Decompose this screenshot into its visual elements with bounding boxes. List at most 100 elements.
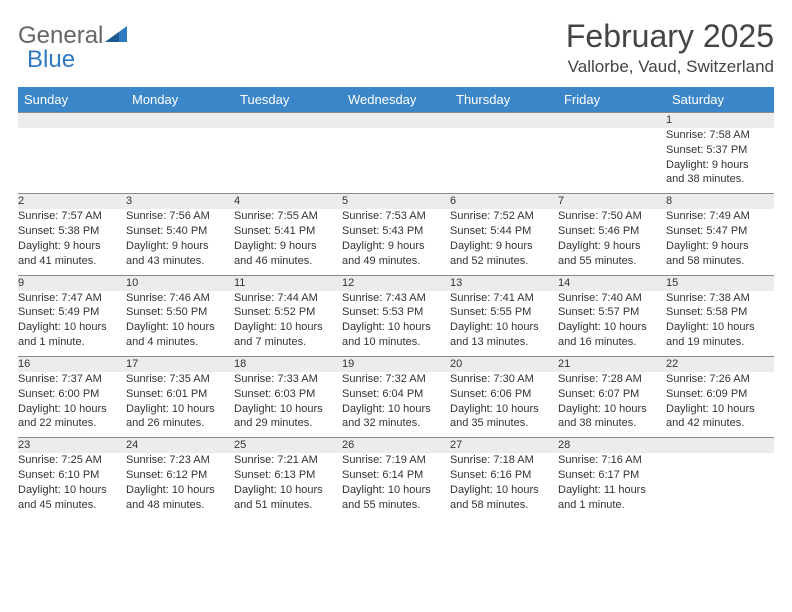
- sunset-text: Sunset: 6:09 PM: [666, 387, 774, 402]
- day-detail-cell: Sunrise: 7:41 AMSunset: 5:55 PMDaylight:…: [450, 291, 558, 357]
- day-detail-cell: Sunrise: 7:21 AMSunset: 6:13 PMDaylight:…: [234, 453, 342, 519]
- daylight-text-1: Daylight: 9 hours: [666, 158, 774, 173]
- daylight-text-2: and 38 minutes.: [666, 172, 774, 187]
- day-number-cell: 18: [234, 357, 342, 372]
- daylight-text-1: Daylight: 10 hours: [234, 320, 342, 335]
- sunrise-text: Sunrise: 7:44 AM: [234, 291, 342, 306]
- daylight-text-1: Daylight: 10 hours: [18, 402, 126, 417]
- daylight-text-1: Daylight: 10 hours: [18, 320, 126, 335]
- daylight-text-2: and 41 minutes.: [18, 254, 126, 269]
- day-detail-cell: Sunrise: 7:35 AMSunset: 6:01 PMDaylight:…: [126, 372, 234, 438]
- week-detail-row: Sunrise: 7:47 AMSunset: 5:49 PMDaylight:…: [18, 291, 774, 357]
- day-detail-cell: Sunrise: 7:33 AMSunset: 6:03 PMDaylight:…: [234, 372, 342, 438]
- logo-triangle-icon: [105, 26, 127, 44]
- daylight-text-2: and 13 minutes.: [450, 335, 558, 350]
- daylight-text-2: and 42 minutes.: [666, 416, 774, 431]
- day-number-cell: 14: [558, 275, 666, 290]
- daylight-text-1: Daylight: 9 hours: [126, 239, 234, 254]
- sunset-text: Sunset: 6:17 PM: [558, 468, 666, 483]
- sunrise-text: Sunrise: 7:58 AM: [666, 128, 774, 143]
- day-detail-cell: Sunrise: 7:43 AMSunset: 5:53 PMDaylight:…: [342, 291, 450, 357]
- day-number-cell: 11: [234, 275, 342, 290]
- daylight-text-1: Daylight: 10 hours: [126, 320, 234, 335]
- sunset-text: Sunset: 6:13 PM: [234, 468, 342, 483]
- day-detail-cell: Sunrise: 7:53 AMSunset: 5:43 PMDaylight:…: [342, 209, 450, 275]
- sunrise-text: Sunrise: 7:41 AM: [450, 291, 558, 306]
- sunset-text: Sunset: 5:55 PM: [450, 305, 558, 320]
- day-number-cell: 6: [450, 194, 558, 209]
- daylight-text-2: and 4 minutes.: [126, 335, 234, 350]
- sunrise-text: Sunrise: 7:49 AM: [666, 209, 774, 224]
- daylight-text-1: Daylight: 9 hours: [450, 239, 558, 254]
- daylight-text-2: and 1 minute.: [558, 498, 666, 513]
- weekday-header-row: Sunday Monday Tuesday Wednesday Thursday…: [18, 87, 774, 113]
- calendar-body: 1Sunrise: 7:58 AMSunset: 5:37 PMDaylight…: [18, 113, 774, 520]
- day-detail-cell: [558, 128, 666, 194]
- day-number-cell: 9: [18, 275, 126, 290]
- daylight-text-2: and 48 minutes.: [126, 498, 234, 513]
- day-detail-cell: Sunrise: 7:52 AMSunset: 5:44 PMDaylight:…: [450, 209, 558, 275]
- sunrise-text: Sunrise: 7:33 AM: [234, 372, 342, 387]
- week-number-row: 9101112131415: [18, 275, 774, 290]
- sunrise-text: Sunrise: 7:37 AM: [18, 372, 126, 387]
- day-detail-cell: [342, 128, 450, 194]
- daylight-text-2: and 43 minutes.: [126, 254, 234, 269]
- sunrise-text: Sunrise: 7:25 AM: [18, 453, 126, 468]
- sunrise-text: Sunrise: 7:21 AM: [234, 453, 342, 468]
- daylight-text-2: and 7 minutes.: [234, 335, 342, 350]
- day-detail-cell: Sunrise: 7:26 AMSunset: 6:09 PMDaylight:…: [666, 372, 774, 438]
- sunset-text: Sunset: 5:53 PM: [342, 305, 450, 320]
- day-detail-cell: Sunrise: 7:16 AMSunset: 6:17 PMDaylight:…: [558, 453, 666, 519]
- daylight-text-2: and 49 minutes.: [342, 254, 450, 269]
- daylight-text-1: Daylight: 9 hours: [18, 239, 126, 254]
- day-number-cell: 17: [126, 357, 234, 372]
- daylight-text-2: and 16 minutes.: [558, 335, 666, 350]
- day-number-cell: 12: [342, 275, 450, 290]
- sunset-text: Sunset: 5:49 PM: [18, 305, 126, 320]
- sunset-text: Sunset: 5:52 PM: [234, 305, 342, 320]
- day-number-cell: 20: [450, 357, 558, 372]
- daylight-text-2: and 52 minutes.: [450, 254, 558, 269]
- daylight-text-1: Daylight: 10 hours: [126, 483, 234, 498]
- sunrise-text: Sunrise: 7:52 AM: [450, 209, 558, 224]
- daylight-text-2: and 55 minutes.: [342, 498, 450, 513]
- day-number-cell: 21: [558, 357, 666, 372]
- day-number-cell: 8: [666, 194, 774, 209]
- sunrise-text: Sunrise: 7:32 AM: [342, 372, 450, 387]
- sunset-text: Sunset: 5:57 PM: [558, 305, 666, 320]
- day-number-cell: 16: [18, 357, 126, 372]
- day-number-cell: 2: [18, 194, 126, 209]
- weekday-header: Monday: [126, 87, 234, 113]
- day-detail-cell: Sunrise: 7:19 AMSunset: 6:14 PMDaylight:…: [342, 453, 450, 519]
- day-detail-cell: Sunrise: 7:30 AMSunset: 6:06 PMDaylight:…: [450, 372, 558, 438]
- sunrise-text: Sunrise: 7:46 AM: [126, 291, 234, 306]
- sunset-text: Sunset: 5:43 PM: [342, 224, 450, 239]
- day-number-cell: 4: [234, 194, 342, 209]
- sunrise-text: Sunrise: 7:50 AM: [558, 209, 666, 224]
- daylight-text-2: and 19 minutes.: [666, 335, 774, 350]
- day-detail-cell: [18, 128, 126, 194]
- sunrise-text: Sunrise: 7:53 AM: [342, 209, 450, 224]
- sunset-text: Sunset: 5:41 PM: [234, 224, 342, 239]
- daylight-text-2: and 22 minutes.: [18, 416, 126, 431]
- day-detail-cell: Sunrise: 7:32 AMSunset: 6:04 PMDaylight:…: [342, 372, 450, 438]
- daylight-text-1: Daylight: 9 hours: [558, 239, 666, 254]
- day-number-cell: 3: [126, 194, 234, 209]
- calendar-table: Sunday Monday Tuesday Wednesday Thursday…: [18, 87, 774, 519]
- sunset-text: Sunset: 5:40 PM: [126, 224, 234, 239]
- day-number-cell: 1: [666, 113, 774, 128]
- daylight-text-2: and 55 minutes.: [558, 254, 666, 269]
- weekday-header: Friday: [558, 87, 666, 113]
- sunset-text: Sunset: 6:10 PM: [18, 468, 126, 483]
- daylight-text-2: and 51 minutes.: [234, 498, 342, 513]
- weekday-header: Wednesday: [342, 87, 450, 113]
- logo-text-2: Blue: [27, 46, 75, 73]
- sunrise-text: Sunrise: 7:55 AM: [234, 209, 342, 224]
- month-title: February 2025: [566, 18, 774, 55]
- page-header: General February 2025 Vallorbe, Vaud, Sw…: [18, 18, 774, 77]
- day-detail-cell: Sunrise: 7:37 AMSunset: 6:00 PMDaylight:…: [18, 372, 126, 438]
- day-number-cell: 27: [450, 438, 558, 453]
- daylight-text-2: and 58 minutes.: [666, 254, 774, 269]
- day-detail-cell: Sunrise: 7:18 AMSunset: 6:16 PMDaylight:…: [450, 453, 558, 519]
- day-detail-cell: Sunrise: 7:47 AMSunset: 5:49 PMDaylight:…: [18, 291, 126, 357]
